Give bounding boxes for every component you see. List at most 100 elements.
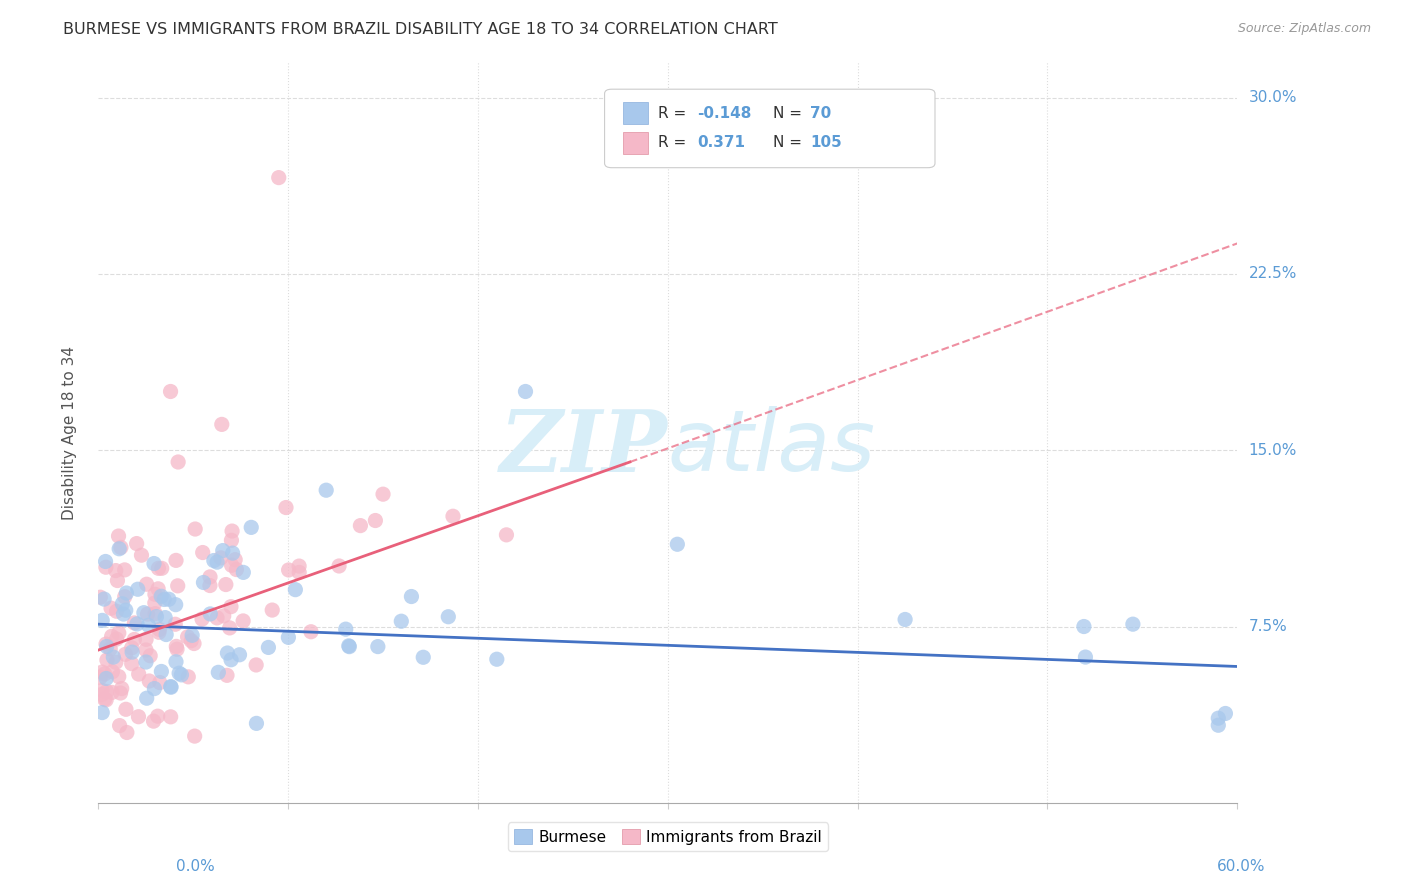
Point	[105, 632, 128, 646]
Point	[198, 570, 221, 584]
Text: R =: R =	[658, 136, 692, 150]
Point	[115, 586, 138, 600]
Point	[1208, 718, 1230, 732]
Point	[315, 483, 337, 498]
Point	[101, 685, 124, 699]
Point	[149, 675, 172, 690]
Point	[389, 614, 412, 628]
Point	[337, 639, 360, 653]
Text: N =: N =	[773, 106, 807, 120]
Point	[98, 641, 121, 656]
Point	[284, 582, 307, 597]
Point	[335, 622, 357, 636]
Point	[100, 629, 122, 643]
Point	[146, 582, 169, 596]
Point	[94, 560, 117, 574]
Text: 7.5%: 7.5%	[1249, 619, 1286, 634]
Point	[299, 624, 322, 639]
Point	[90, 688, 112, 702]
Point	[211, 543, 233, 558]
Point	[225, 562, 247, 576]
Point	[96, 684, 118, 698]
Point	[142, 714, 165, 728]
Point	[277, 631, 299, 645]
Point	[167, 455, 190, 469]
Point	[401, 590, 423, 604]
Point	[110, 541, 132, 555]
Point	[112, 607, 135, 621]
Point	[166, 642, 188, 657]
Point	[371, 487, 394, 501]
Point	[94, 637, 117, 651]
Point	[121, 640, 143, 655]
Point	[224, 552, 246, 566]
Text: atlas: atlas	[668, 406, 876, 489]
Point	[159, 680, 181, 694]
Point	[143, 587, 166, 601]
Point	[205, 611, 228, 625]
Point	[437, 609, 460, 624]
Point	[183, 636, 205, 650]
Point	[181, 628, 204, 642]
Point	[245, 716, 267, 731]
Point	[111, 597, 134, 611]
Point	[114, 648, 136, 662]
Point	[232, 566, 254, 580]
Text: 70: 70	[810, 106, 831, 120]
Point	[257, 640, 280, 655]
Point	[177, 670, 200, 684]
Point	[288, 566, 311, 580]
Point	[207, 665, 229, 680]
Point	[666, 537, 689, 551]
Point	[232, 614, 254, 628]
Point	[150, 589, 173, 603]
Point	[127, 709, 149, 723]
Point	[107, 669, 129, 683]
Point	[1074, 650, 1097, 665]
Point	[143, 681, 166, 696]
Y-axis label: Disability Age 18 to 34: Disability Age 18 to 34	[62, 345, 77, 520]
Point	[96, 653, 118, 667]
Point	[165, 640, 187, 654]
Point	[114, 603, 136, 617]
Point	[245, 657, 267, 672]
Point	[107, 626, 129, 640]
Point	[108, 718, 131, 732]
Point	[114, 590, 136, 604]
Point	[124, 632, 146, 647]
Point	[138, 673, 160, 688]
Point	[115, 702, 138, 716]
Point	[125, 616, 148, 631]
Point	[115, 725, 138, 739]
Text: ZIP: ZIP	[501, 406, 668, 489]
Point	[200, 607, 222, 621]
Point	[153, 610, 176, 624]
Point	[212, 608, 235, 623]
Text: 30.0%: 30.0%	[1249, 90, 1296, 105]
Point	[180, 633, 202, 648]
Point	[136, 607, 159, 621]
Text: 0.371: 0.371	[697, 136, 745, 150]
Point	[176, 630, 198, 644]
Point	[91, 706, 114, 720]
Point	[150, 561, 173, 575]
Point	[89, 591, 111, 605]
Point	[157, 592, 180, 607]
Point	[96, 640, 118, 654]
Point	[125, 536, 148, 550]
Point	[107, 529, 129, 543]
Point	[165, 553, 187, 567]
Point	[485, 652, 508, 666]
Point	[128, 667, 150, 681]
Point	[127, 582, 149, 597]
Point	[105, 604, 128, 618]
Point	[155, 627, 177, 641]
Point	[337, 640, 360, 654]
Text: 0.0%: 0.0%	[176, 859, 215, 874]
Point	[221, 524, 243, 538]
Point	[205, 555, 228, 569]
Point	[132, 606, 155, 620]
Point	[135, 577, 157, 591]
Point	[89, 670, 111, 684]
Point	[91, 665, 114, 679]
